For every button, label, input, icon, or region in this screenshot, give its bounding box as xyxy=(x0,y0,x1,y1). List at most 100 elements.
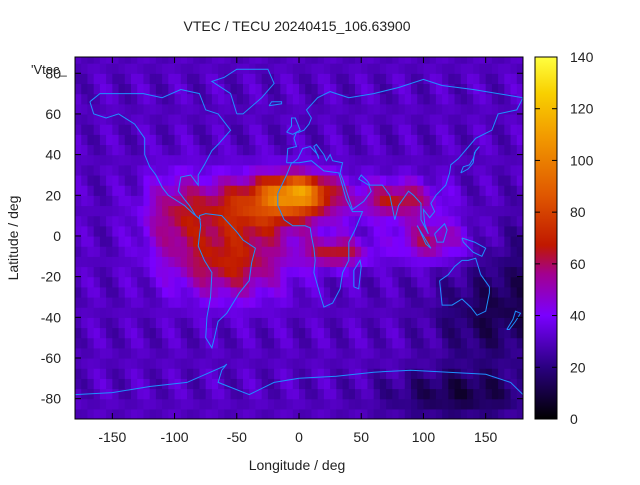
heatmap-cell xyxy=(106,296,113,308)
heatmap-cell xyxy=(373,215,381,227)
coastline xyxy=(434,222,448,243)
heatmap-cell xyxy=(510,103,518,115)
heatmap-cell xyxy=(379,113,387,125)
heatmap-cell xyxy=(218,103,225,115)
heatmap-cell xyxy=(435,296,443,308)
heatmap-cell xyxy=(473,215,481,227)
heatmap-cell xyxy=(81,83,89,95)
heatmap-cell xyxy=(460,215,468,227)
heatmap-cell xyxy=(205,205,213,217)
heatmap-cell xyxy=(106,347,113,359)
heatmap-cell xyxy=(317,225,325,237)
heatmap-cell xyxy=(417,73,425,85)
heatmap-cell xyxy=(236,63,244,74)
heatmap-cell xyxy=(131,327,138,339)
heatmap-cell xyxy=(236,347,244,359)
heatmap-cell xyxy=(330,103,337,115)
heatmap-cell xyxy=(243,124,250,135)
heatmap-cell xyxy=(131,347,138,359)
heatmap-cell xyxy=(99,368,107,379)
heatmap-cell xyxy=(311,368,319,379)
heatmap-cell xyxy=(149,408,157,419)
heatmap-cell xyxy=(411,164,418,176)
heatmap-cell xyxy=(498,337,505,349)
heatmap-cell xyxy=(187,144,194,156)
heatmap-cell xyxy=(162,164,169,176)
heatmap-cell xyxy=(249,276,257,288)
heatmap-cell xyxy=(280,205,288,217)
heatmap-cell xyxy=(398,205,406,217)
heatmap-cell xyxy=(162,276,169,288)
heatmap-cell xyxy=(392,337,400,349)
heatmap-cell xyxy=(336,296,344,308)
heatmap-cell xyxy=(75,307,82,318)
heatmap-cell xyxy=(81,276,89,288)
heatmap-cell xyxy=(348,164,356,176)
heatmap-cell xyxy=(99,185,107,196)
heatmap-cell xyxy=(236,256,244,268)
heatmap-cell xyxy=(180,103,188,115)
heatmap-cell xyxy=(292,398,300,410)
heatmap-cell xyxy=(155,57,163,64)
heatmap-cell xyxy=(155,256,163,268)
heatmap-cell xyxy=(205,164,213,176)
heatmap-cell xyxy=(267,134,275,146)
heatmap-cell xyxy=(504,378,512,390)
heatmap-cell xyxy=(510,347,518,359)
heatmap-cell xyxy=(473,93,481,105)
heatmap-cell xyxy=(205,215,213,227)
heatmap-cell xyxy=(224,113,232,125)
heatmap-cell xyxy=(491,93,499,105)
heatmap-cell xyxy=(342,225,350,237)
heatmap-cell xyxy=(379,235,387,247)
heatmap-cell xyxy=(485,225,493,237)
heatmap-cell xyxy=(423,286,431,298)
heatmap-cell xyxy=(429,286,437,298)
heatmap-cell xyxy=(404,195,412,207)
heatmap-cell xyxy=(87,57,95,64)
heatmap-cell xyxy=(155,307,163,318)
heatmap-cell xyxy=(504,83,512,95)
heatmap-cell xyxy=(87,164,95,176)
heatmap-cell xyxy=(155,185,163,196)
heatmap-cell xyxy=(460,225,468,237)
heatmap-cell xyxy=(162,57,169,64)
heatmap-cell xyxy=(137,408,145,419)
heatmap-cell xyxy=(274,134,281,146)
heatmap-cell xyxy=(205,378,213,390)
heatmap-cell xyxy=(392,63,400,74)
heatmap-cell xyxy=(361,235,369,247)
heatmap-cell xyxy=(87,337,95,349)
heatmap-cell xyxy=(435,235,443,247)
heatmap-cell xyxy=(485,296,493,308)
heatmap-cell xyxy=(336,185,344,196)
heatmap-cell xyxy=(435,164,443,176)
heatmap-cell xyxy=(323,388,331,400)
heatmap-cell xyxy=(168,195,176,207)
heatmap-cell xyxy=(348,398,356,410)
heatmap-cell xyxy=(112,174,120,186)
heatmap-cell xyxy=(510,388,518,400)
heatmap-cell xyxy=(137,246,145,257)
y-tick-label: 80 xyxy=(45,65,61,81)
heatmap-cell xyxy=(193,286,201,298)
heatmap-cell xyxy=(398,286,406,298)
heatmap-cell xyxy=(149,154,157,166)
heatmap-cell xyxy=(516,73,523,85)
heatmap-cell xyxy=(174,357,182,369)
heatmap-cell xyxy=(467,378,474,390)
heatmap-cell xyxy=(230,195,238,207)
heatmap-cell xyxy=(404,144,412,156)
heatmap-cell xyxy=(199,266,207,278)
heatmap-cell xyxy=(106,113,113,125)
heatmap-cell xyxy=(467,256,474,268)
heatmap-cell xyxy=(348,307,356,318)
heatmap-cell xyxy=(330,357,337,369)
heatmap-cell xyxy=(143,266,151,278)
heatmap-cell xyxy=(255,195,263,207)
heatmap-cell xyxy=(479,144,487,156)
heatmap-cell xyxy=(255,225,263,237)
heatmap-cell xyxy=(398,57,406,64)
heatmap-cell xyxy=(342,256,350,268)
heatmap-cell xyxy=(267,154,275,166)
